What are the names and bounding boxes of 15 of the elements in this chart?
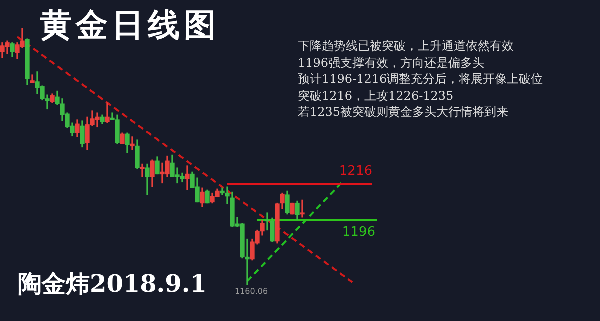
candlestick	[130, 136, 135, 150]
chart-title: 黄金日线图	[40, 5, 220, 46]
annotation: 1160.06	[234, 287, 268, 296]
candlestick	[300, 200, 305, 218]
annotation: 若1235被突破则黄金多头大行情将到来	[298, 104, 509, 121]
annotation: 陶金炜2018.9.1	[18, 268, 207, 300]
annotation: 下降趋势线已被突破，上升通道依然有效	[298, 38, 514, 55]
candlestick	[185, 166, 190, 190]
annotation: 1196强支撑有效，方向还是偏多头	[298, 54, 485, 72]
series-label: 1216	[339, 164, 372, 180]
series-label: 1196	[342, 225, 376, 240]
candlestick	[105, 102, 110, 124]
annotation: 突破1216，上攻1226-1235	[298, 88, 454, 104]
candlestick	[140, 164, 145, 178]
annotation: 预计1196-1216调整充分后，将展开像上破位	[298, 71, 544, 88]
